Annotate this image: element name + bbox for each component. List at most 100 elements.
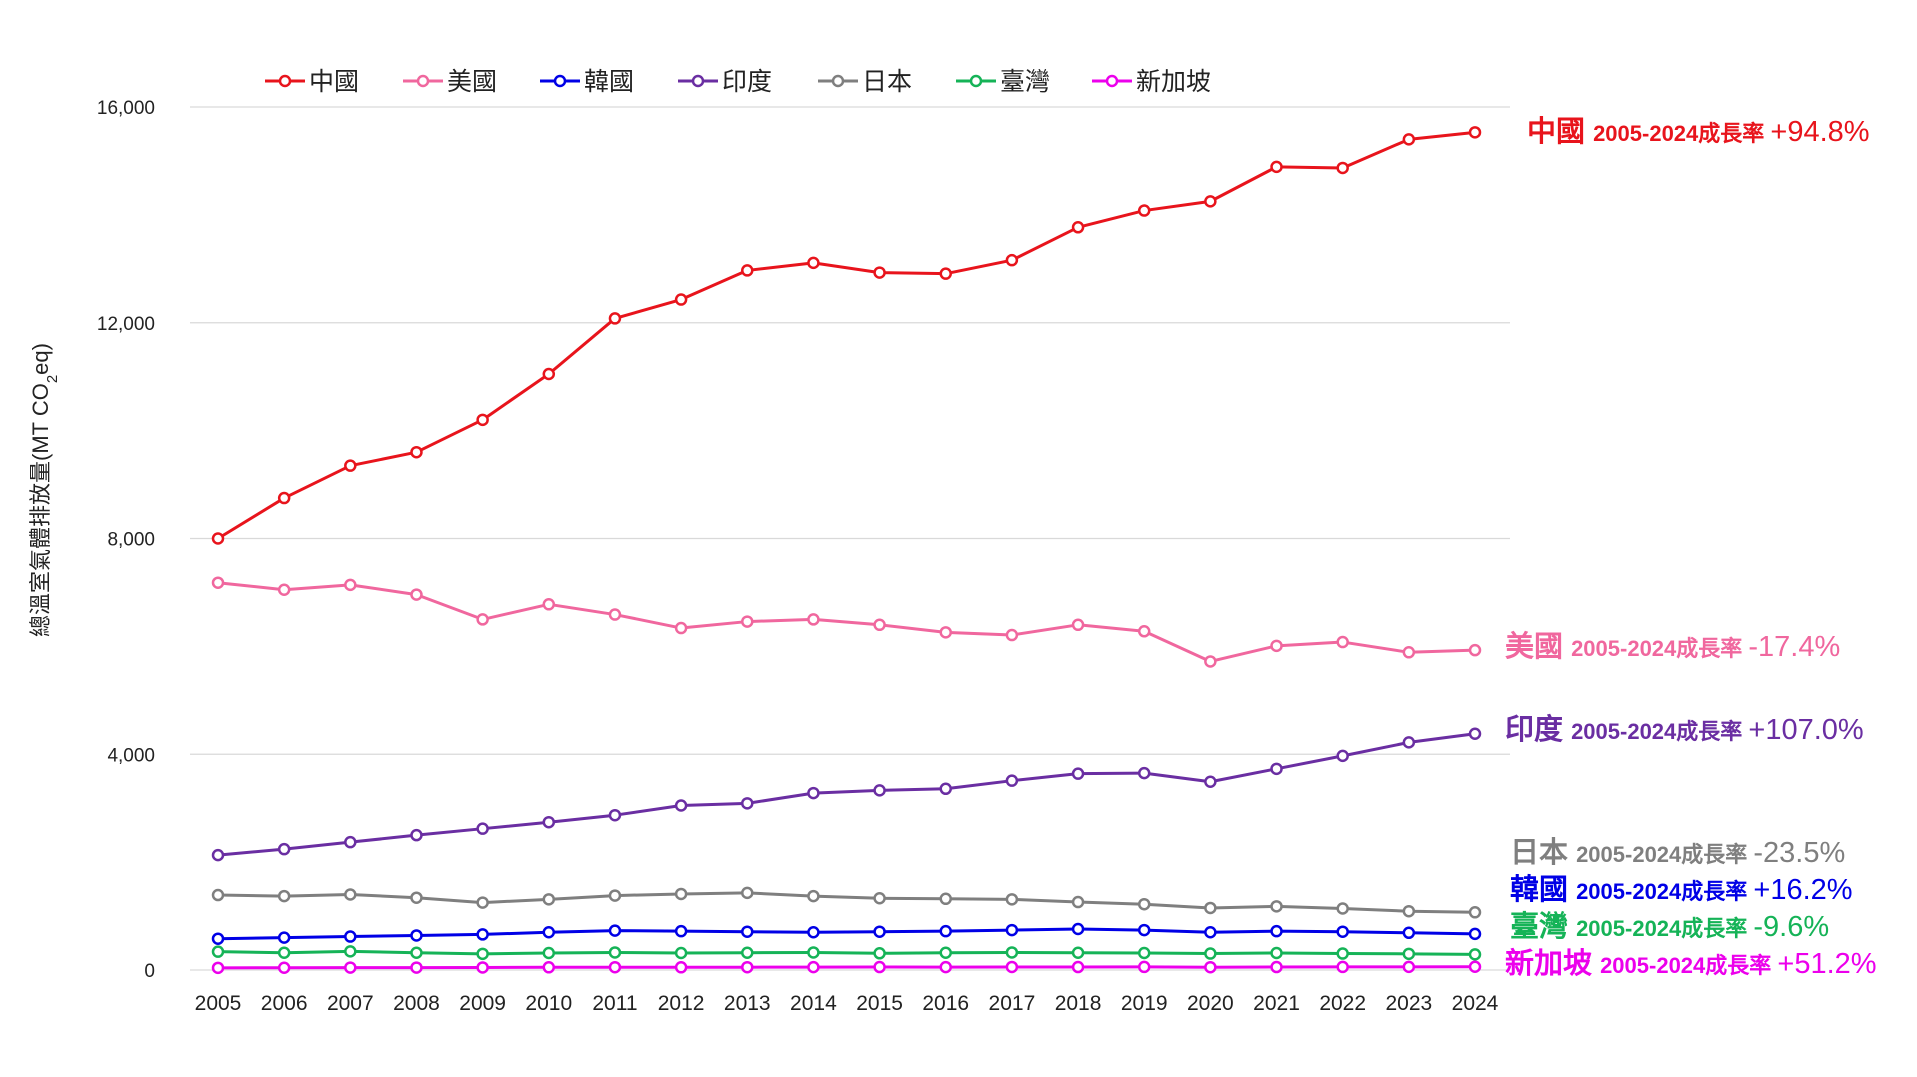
x-axis-ticks: 2005 2006 2007 2008 2009 2010 2011 2012 2013 2014…	[195, 992, 1499, 1015]
data-point	[807, 256, 820, 270]
growth-annotation: 中國 2005-2024成長率 +94.8%	[1527, 115, 1870, 148]
data-point	[1336, 947, 1349, 960]
growth-annotation: 日本 2005-2024成長率 -23.5%	[1510, 836, 1845, 869]
series-lines	[211, 126, 1482, 975]
data-point	[277, 491, 291, 505]
annotation-series-name: 新加坡	[1505, 947, 1600, 980]
x-tick-label: 2020	[1187, 992, 1234, 1015]
data-point	[1336, 635, 1349, 649]
data-point	[1137, 625, 1151, 638]
data-point	[674, 961, 688, 974]
annotation-value: +16.2%	[1753, 874, 1852, 906]
data-point	[1071, 767, 1085, 780]
data-point	[1071, 618, 1085, 632]
data-point	[1270, 900, 1283, 913]
annotation-series-name: 韓國	[1510, 873, 1576, 906]
annotation-value: +107.0%	[1748, 714, 1863, 746]
data-point	[1137, 766, 1151, 780]
x-tick-label: 2013	[724, 992, 771, 1015]
data-point	[476, 961, 489, 974]
growth-annotations: 中國 2005-2024成長率 +94.8% 美國 2005-2024成長率 -1…	[1505, 115, 1877, 980]
legend-entry: 臺灣	[956, 68, 1050, 96]
data-point	[476, 413, 489, 427]
data-point	[1336, 925, 1349, 938]
data-point	[211, 945, 225, 958]
data-point	[277, 961, 291, 974]
x-tick-label: 2006	[261, 992, 308, 1015]
annotation-label: 2005-2024成長率	[1600, 953, 1777, 978]
data-point	[873, 266, 886, 279]
data-point	[1071, 922, 1085, 936]
data-point	[1071, 960, 1085, 974]
growth-annotation: 韓國 2005-2024成長率 +16.2%	[1510, 873, 1853, 906]
data-point	[873, 947, 886, 960]
data-point	[211, 576, 225, 589]
annotation-series-name: 日本	[1510, 836, 1576, 869]
x-tick-label: 2023	[1385, 992, 1432, 1015]
data-point	[1005, 774, 1019, 787]
series-0	[211, 126, 1482, 545]
data-point	[807, 786, 820, 800]
data-point	[741, 615, 754, 628]
data-point	[1270, 160, 1283, 174]
data-point	[608, 808, 622, 822]
annotation-value: +94.8%	[1770, 116, 1869, 148]
data-point	[1336, 902, 1349, 915]
data-point	[1402, 947, 1416, 961]
data-point	[807, 925, 820, 939]
growth-annotation: 新加坡 2005-2024成長率 +51.2%	[1505, 947, 1877, 980]
annotation-series-name: 中國	[1527, 115, 1593, 148]
data-point	[807, 613, 820, 626]
growth-annotation: 印度 2005-2024成長率 +107.0%	[1505, 713, 1864, 746]
legend-label: 中國	[309, 68, 359, 96]
legend-label: 美國	[447, 68, 497, 96]
data-point	[1402, 960, 1416, 974]
data-point	[476, 947, 489, 961]
data-point	[873, 925, 886, 938]
x-tick-label: 2014	[790, 992, 837, 1015]
series-5	[211, 945, 1482, 961]
data-point	[344, 945, 357, 958]
data-point	[1270, 960, 1283, 974]
legend-marker	[553, 74, 567, 88]
data-point	[1204, 925, 1217, 939]
data-point	[1005, 946, 1019, 959]
data-point	[344, 578, 357, 592]
legend-marker	[831, 74, 845, 88]
data-point	[939, 267, 952, 280]
data-point	[674, 293, 688, 306]
annotation-series-name: 臺灣	[1510, 910, 1576, 943]
data-point	[608, 608, 622, 621]
legend-entry: 印度	[678, 68, 772, 96]
data-point	[1204, 775, 1217, 789]
data-point	[674, 946, 688, 960]
data-point	[211, 532, 225, 545]
grid-lines	[190, 106, 1510, 971]
data-point	[807, 889, 820, 903]
data-point	[807, 946, 820, 959]
data-point	[1204, 901, 1217, 915]
data-point	[1071, 221, 1085, 234]
data-point	[939, 782, 952, 796]
data-point	[211, 888, 225, 902]
series-line	[217, 732, 1476, 857]
x-tick-label: 2009	[459, 992, 506, 1015]
data-point	[1137, 946, 1151, 960]
data-point	[1137, 960, 1151, 974]
annotation-value: -17.4%	[1748, 631, 1840, 663]
data-point	[1270, 946, 1283, 960]
growth-annotation: 美國 2005-2024成長率 -17.4%	[1505, 630, 1840, 663]
data-point	[1071, 946, 1085, 959]
x-tick-label: 2010	[525, 992, 572, 1015]
y-tick-label: 12,000	[97, 314, 155, 335]
data-point	[476, 822, 489, 835]
series-line	[217, 581, 1476, 663]
data-point	[1468, 927, 1482, 941]
legend: 中國 美國 韓國 印度 日本 臺灣 新加坡	[265, 68, 1211, 96]
data-point	[277, 583, 291, 596]
legend-label: 臺灣	[1000, 68, 1050, 96]
y-axis-ticks: 0 4,000 8,000 12,000 16,000	[97, 98, 155, 982]
legend-label: 印度	[722, 68, 772, 96]
annotation-label: 2005-2024成長率	[1593, 121, 1770, 146]
x-tick-label: 2007	[327, 992, 374, 1015]
